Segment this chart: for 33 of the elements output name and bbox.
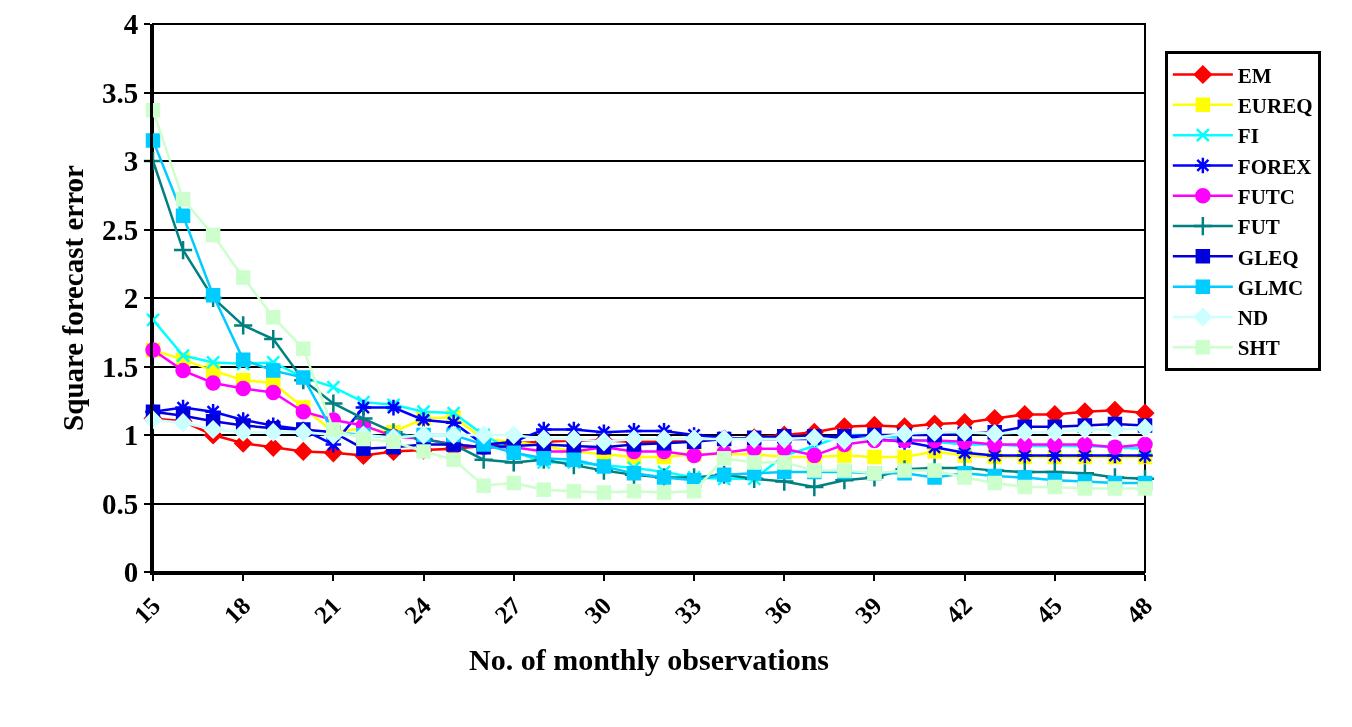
- x-tick-label: 36: [759, 591, 797, 629]
- x-tick-label: 18: [218, 591, 256, 629]
- x-tick-label: 48: [1120, 591, 1158, 629]
- legend-label: ND: [1237, 306, 1269, 331]
- x-tick-label: 27: [489, 591, 527, 629]
- x-tick-label: 33: [669, 591, 707, 629]
- y-tick-label: 3: [123, 145, 139, 178]
- legend-label: FOREX: [1237, 154, 1312, 179]
- legend-label: FI: [1237, 124, 1259, 149]
- y-tick-label: 1: [123, 419, 139, 452]
- y-tick-label: 1.5: [101, 350, 139, 383]
- y-tick-label: 4: [123, 8, 139, 41]
- y-tick-label: 2.5: [101, 213, 139, 246]
- x-tick-label: 15: [128, 591, 166, 629]
- legend-label: FUT: [1237, 215, 1280, 240]
- y-tick-label: 3.5: [101, 76, 139, 109]
- legend-label: GLMC: [1237, 275, 1304, 300]
- x-tick-label: 39: [850, 591, 887, 629]
- legend-label: EM: [1237, 63, 1272, 88]
- y-tick-label: 2: [123, 282, 139, 315]
- x-tick-label: 24: [399, 591, 437, 629]
- y-tick-label: 0.5: [101, 487, 139, 520]
- x-tick-label: 21: [308, 591, 346, 629]
- y-axis-title: Square forecast error: [57, 165, 90, 431]
- legend-label: SHT: [1237, 336, 1280, 361]
- x-axis-title: No. of monthly observations: [468, 643, 830, 677]
- x-tick-label: 30: [579, 591, 617, 629]
- legend-label: GLEQ: [1237, 245, 1299, 270]
- x-tick-label: 42: [940, 591, 978, 629]
- x-tick-label: 45: [1030, 591, 1068, 629]
- legend-label: FUTC: [1237, 184, 1296, 209]
- legend-label: EUREQ: [1237, 94, 1313, 119]
- y-tick-label: 0: [123, 556, 139, 589]
